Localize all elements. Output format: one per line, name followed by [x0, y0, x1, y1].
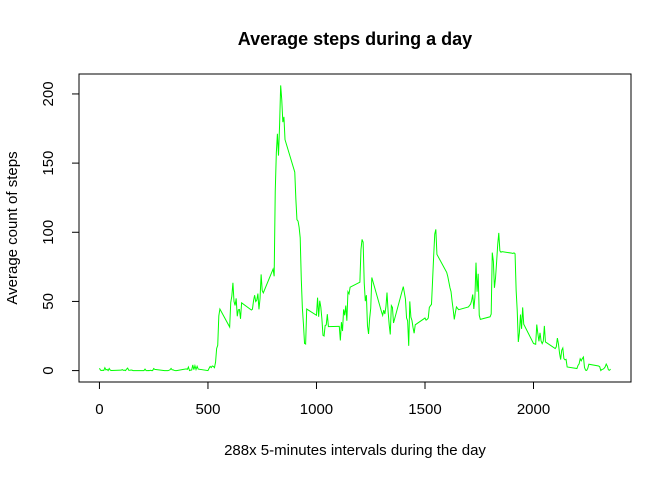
y-tick-label: 100: [40, 220, 57, 245]
y-tick-label: 200: [40, 81, 57, 106]
x-tick-label: 1000: [300, 401, 333, 418]
y-tick-label: 0: [40, 366, 57, 374]
x-tick-label: 0: [95, 401, 103, 418]
chart-title: Average steps during a day: [238, 29, 472, 49]
y-tick-label: 150: [40, 151, 57, 176]
y-tick-label: 50: [40, 293, 57, 310]
x-tick-label: 2000: [517, 401, 550, 418]
x-tick-label: 500: [195, 401, 220, 418]
y-axis-label: Average count of steps: [4, 151, 21, 304]
x-axis-label: 288x 5-minutes intervals during the day: [224, 442, 486, 459]
x-tick-label: 1500: [408, 401, 441, 418]
data-line: [99, 85, 611, 372]
